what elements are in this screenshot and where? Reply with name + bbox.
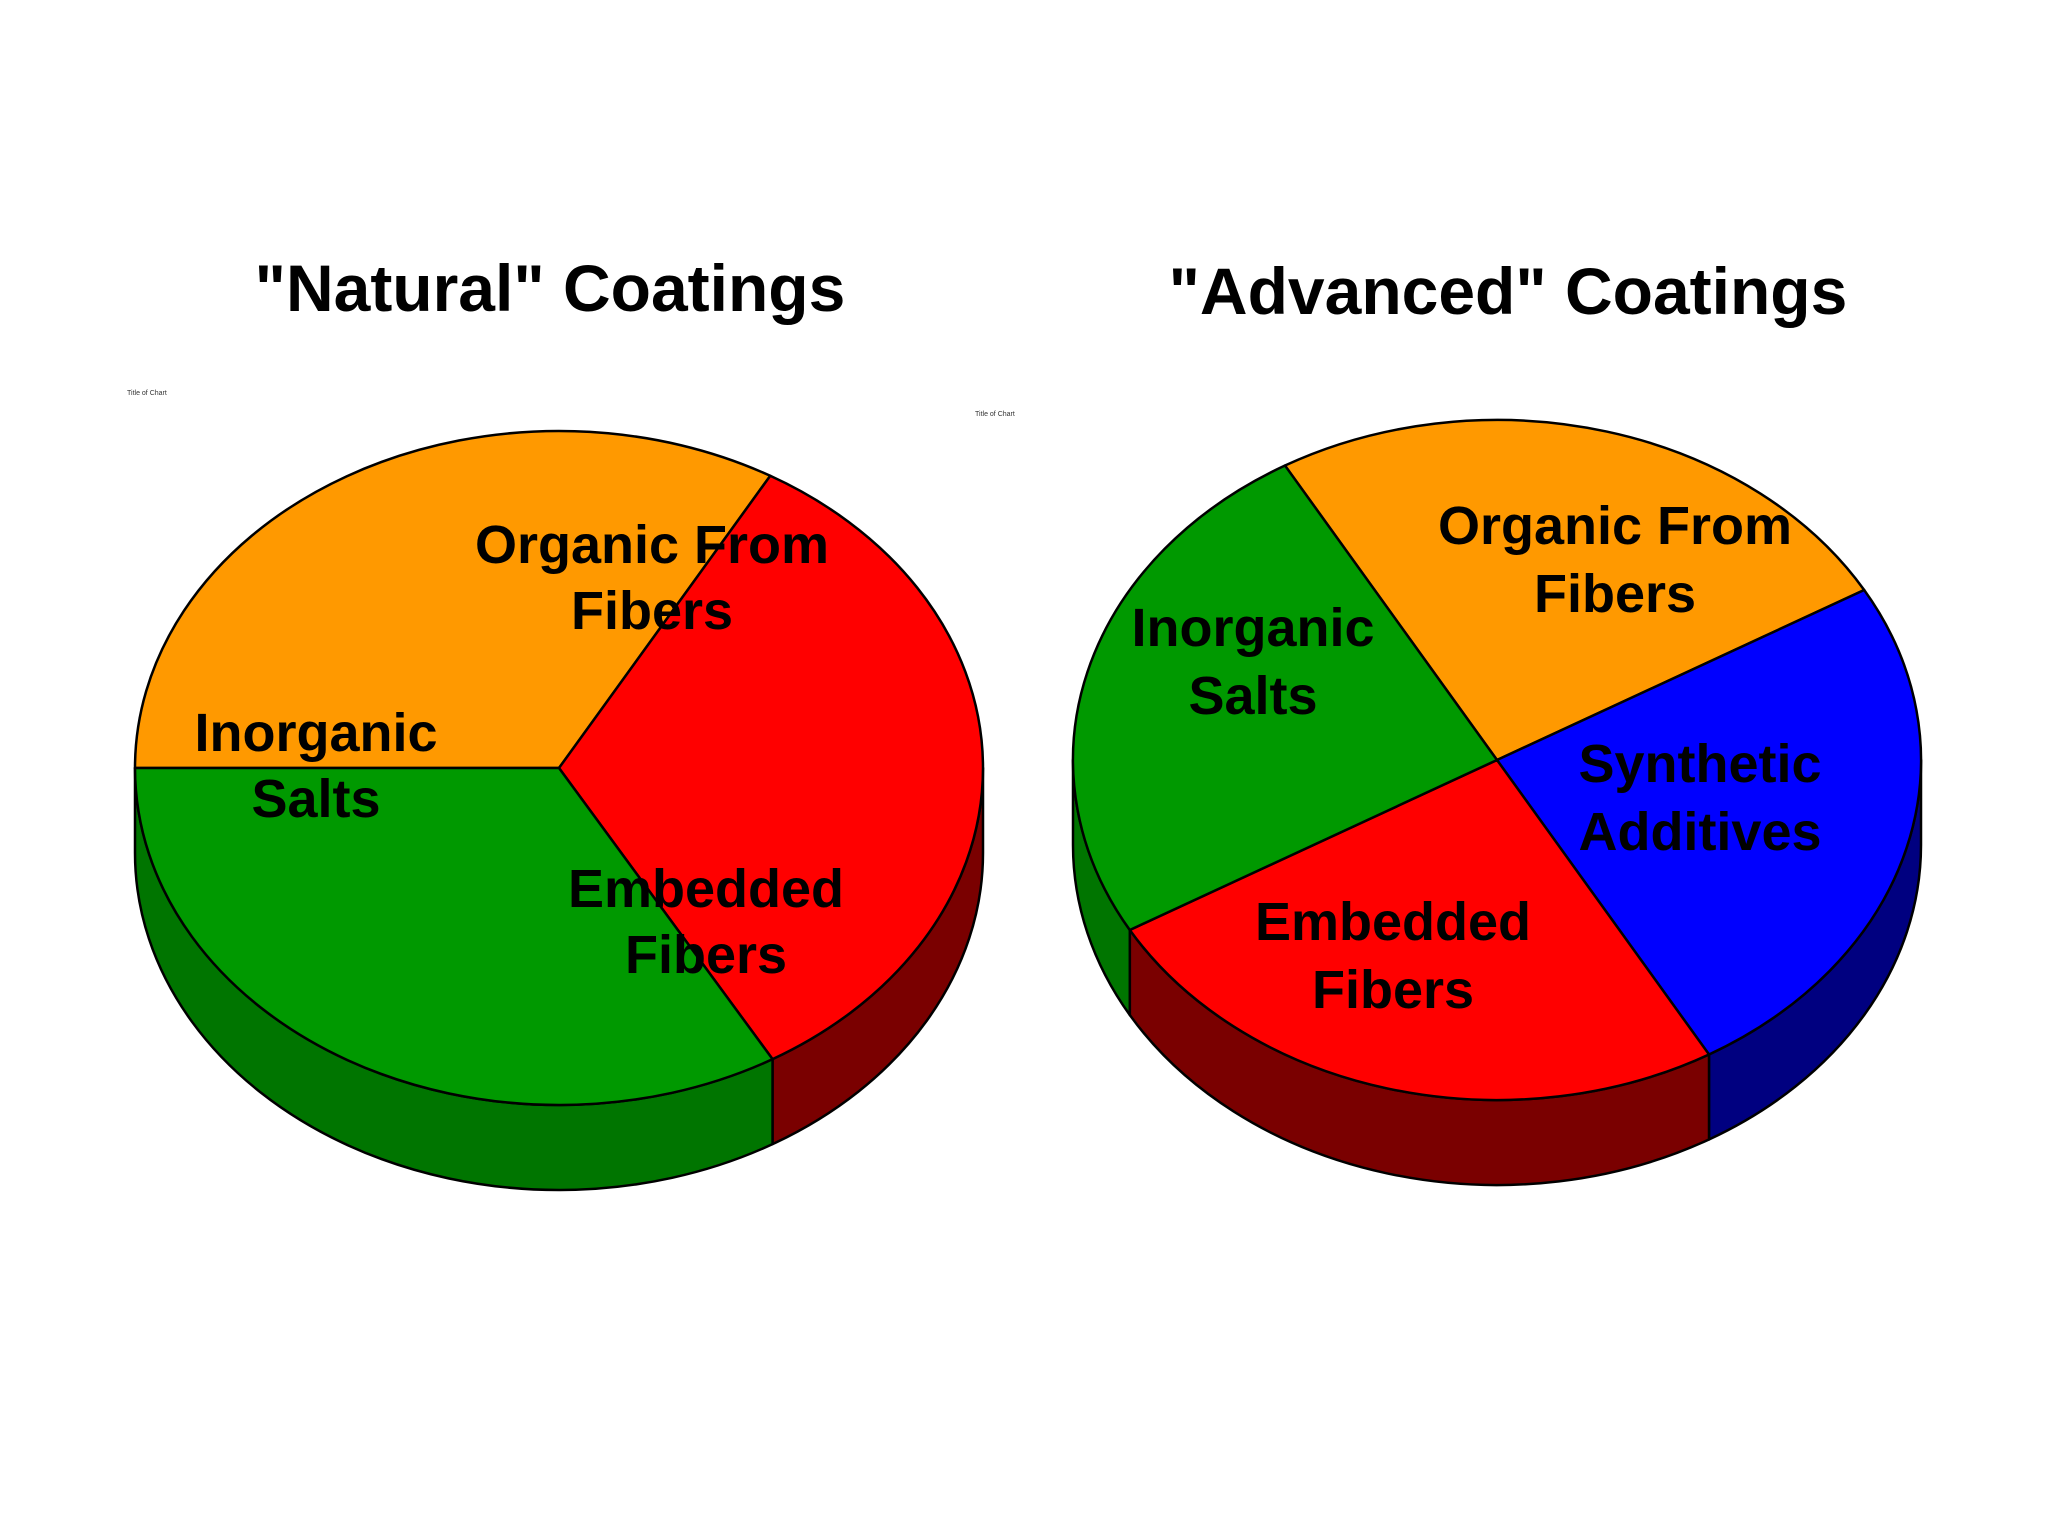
pie-slice-embedded-fibers [557,474,985,1061]
pie-slice-organic-from-fibers [133,429,772,770]
slice-label-synthetic-additives: Synthetic Additives [1578,734,1821,862]
advanced-chart-mini-title: Title of Chart [975,411,1015,418]
pie-tops [133,429,985,1107]
natural-coatings-chart: "Natural" Coatings Title of Chart Organi… [127,251,985,1192]
pie-slice-organic-from-fibers [1283,418,1866,762]
slice-label-inorganic-salts: Inorganic Salts [1131,598,1374,726]
slice-label-embedded-fibers: Embedded Fibers [1255,892,1531,1020]
natural-chart-title: "Natural" Coatings [255,251,846,325]
advanced-chart-title: "Advanced" Coatings [1169,254,1848,328]
slice-label-line: Inorganic [194,703,437,763]
pie-slice-synthetic-additives [1495,588,1923,1056]
slice-label-line: Inorganic [1131,598,1374,658]
slice-label-line: Organic From [1438,496,1792,556]
natural-chart-mini-title: Title of Chart [127,390,167,397]
slice-label-organic-from-fibers: Organic From Fibers [1438,496,1792,624]
slice-label-organic-from-fibers: Organic From Fibers [475,515,829,641]
pie-tops [1071,418,1923,1102]
pie-labels: Organic From Fibers Synthetic Additives Embe… [1131,496,1821,1020]
slice-label-line: Fibers [1312,960,1474,1020]
slice-label-line: Synthetic [1578,734,1821,794]
slice-label-line: Fibers [625,925,787,985]
slice-label-line: Fibers [571,581,733,641]
slice-label-line: Embedded [568,859,844,919]
advanced-pie: Organic From Fibers Synthetic Additives Embe… [1071,418,1923,1187]
pie-slice-inorganic-salts [1071,464,1499,932]
slice-label-line: Salts [1188,666,1317,726]
slice-label-line: Salts [251,769,380,829]
slice-label-line: Additives [1578,802,1821,862]
slice-label-inorganic-salts: Inorganic Salts [194,703,437,829]
pie-slice-embedded-fibers [1128,758,1711,1102]
slice-label-line: Embedded [1255,892,1531,952]
advanced-coatings-chart: "Advanced" Coatings Title of Chart Organ… [975,254,1923,1187]
slice-label-embedded-fibers: Embedded Fibers [568,859,844,985]
slice-label-line: Organic From [475,515,829,575]
pie-slice-inorganic-salts [133,766,774,1107]
slice-label-line: Fibers [1534,564,1696,624]
